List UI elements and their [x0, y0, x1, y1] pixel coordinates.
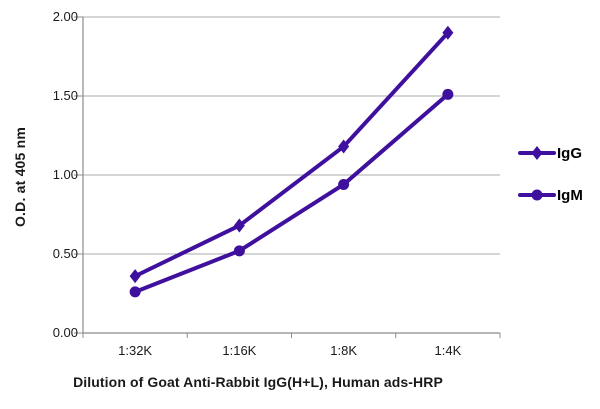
y-axis-tick-label: 2.00	[52, 9, 78, 24]
x-axis-tick-label: 1:16K	[222, 343, 257, 358]
igg-series-line	[133, 30, 450, 279]
x-axis-tick-label: 1:32K	[118, 343, 153, 358]
legend-label-igg: IgG	[557, 144, 582, 162]
igm-data-point-marker	[442, 88, 454, 100]
y-axis-tick-label: 0.50	[52, 246, 78, 261]
legend: IgG IgM	[518, 144, 583, 204]
y-axis-title: O.D. at 405 nm	[12, 126, 28, 228]
x-axis-title: Dilution of Goat Anti-Rabbit IgG(H+L), H…	[73, 374, 443, 390]
legend-item-igg: IgG	[518, 144, 583, 162]
igg-data-point-marker	[233, 218, 245, 233]
diamond-icon	[531, 146, 543, 160]
y-axis-tick-label: 1.00	[52, 167, 78, 182]
x-axis-tick-label: 1:8K	[330, 343, 357, 358]
igm-data-point-marker	[338, 178, 350, 190]
legend-item-igm: IgM	[518, 186, 583, 204]
y-axis-tick-label: 0.00	[52, 325, 78, 340]
igg-data-point-marker	[338, 139, 350, 154]
igm-data-point-marker	[129, 286, 141, 298]
legend-label-igm: IgM	[557, 186, 583, 204]
igg-data-point-marker	[129, 269, 141, 284]
circle-icon	[531, 189, 543, 201]
igm-data-point-marker	[233, 245, 245, 257]
igg-diamond-legend-marker	[518, 146, 556, 160]
igm-series-line	[133, 92, 450, 294]
x-axis-tick-label: 1:4K	[434, 343, 462, 358]
y-axis-tick-label: 1.50	[52, 88, 78, 103]
igm-circle-legend-marker	[518, 189, 556, 201]
igg-data-point-marker	[442, 25, 454, 40]
